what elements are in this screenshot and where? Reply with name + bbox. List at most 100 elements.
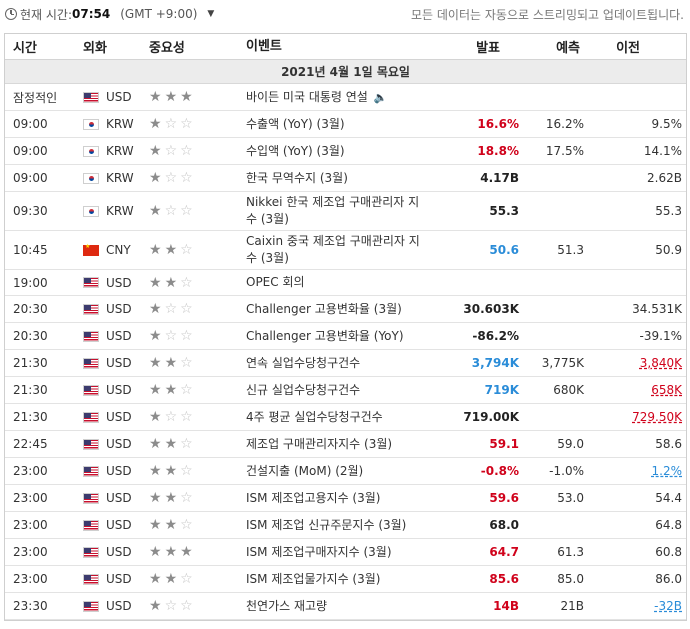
event-actual: -0.8% — [480, 464, 519, 478]
star-icon: ★ — [149, 409, 162, 425]
event-time: 23:00 — [13, 545, 48, 559]
table-row[interactable]: 23:00 USD ★ ★ ★ ISM 제조업구매자지수 (3월) 64.7 61.3 60.8 — [5, 539, 686, 566]
event-link[interactable]: Nikkei 한국 제조업 구매관리자 지수 (3월) — [246, 195, 420, 226]
event-previous: 34.531K — [586, 302, 686, 316]
header-previous: 이전 — [616, 41, 640, 56]
star-icon: ★ — [149, 89, 162, 105]
event-link[interactable]: OPEC 회의 — [246, 275, 305, 289]
table-row[interactable]: 19:00 USD ★ ★ ☆ OPEC 회의 — [5, 270, 686, 296]
table-row[interactable]: 22:45 USD ★ ★ ☆ 제조업 구매관리자지수 (3월) 59.1 59.0 58.6 — [5, 431, 686, 458]
star-icon: ☆ — [164, 143, 178, 159]
event-name: Challenger 고용변화율 (3월) — [234, 301, 427, 318]
flag-us-icon — [83, 91, 99, 103]
star-icon: ★ — [164, 544, 178, 560]
star-icon: ☆ — [180, 409, 193, 425]
table-row[interactable]: 20:30 USD ★ ☆ ☆ Challenger 고용변화율 (3월) 30.603K 3… — [5, 296, 686, 323]
event-actual: 719.00K — [463, 410, 519, 424]
currency-code: KRW — [106, 171, 134, 185]
event-link[interactable]: Challenger 고용변화율 (YoY) — [246, 328, 404, 343]
event-link[interactable]: ISM 제조업구매자지수 (3월) — [246, 544, 392, 559]
table-row[interactable]: 09:30 KRW ★ ☆ ☆ Nikkei 한국 제조업 구매관리자 지수 (3월) 55… — [5, 192, 686, 231]
event-link[interactable]: 수출액 (YoY) (3월) — [246, 116, 345, 131]
event-time: 20:30 — [13, 329, 48, 343]
table-row[interactable]: 23:30 USD ★ ☆ ☆ 천연가스 재고량 14B 21B -32B — [5, 593, 686, 620]
event-link[interactable]: ISM 제조업물가지수 (3월) — [246, 571, 381, 586]
header-importance: 중요성 — [149, 41, 185, 56]
economic-calendar-table: 시간 외화 중요성 이벤트 발표 예측 이전 2021년 4월 1일 목요일 잠… — [4, 33, 687, 621]
event-name: 4주 평균 실업수당청구건수 — [234, 409, 427, 426]
event-actual: 59.1 — [489, 437, 519, 451]
table-row[interactable]: 21:30 USD ★ ★ ☆ 연속 실업수당청구건수 3,794K 3,775K 3,840K — [5, 350, 686, 377]
timezone-selector[interactable]: 현재 시간: 07:54 (GMT +9:00) ▼ — [5, 6, 214, 23]
event-previous: -39.1% — [586, 329, 686, 343]
previous-value: 50.9 — [655, 243, 682, 257]
importance-stars: ★ ☆ ☆ — [139, 171, 234, 185]
event-link[interactable]: 바이든 미국 대통령 연설 — [246, 89, 368, 104]
event-link[interactable]: ISM 제조업고용지수 (3월) — [246, 490, 381, 505]
table-row[interactable]: 23:00 USD ★ ★ ☆ ISM 제조업 신규주문지수 (3월) 68.0 64.8 — [5, 512, 686, 539]
currency-code: USD — [106, 90, 132, 104]
event-previous: 60.8 — [586, 545, 686, 559]
event-name: 제조업 구매관리자지수 (3월) — [234, 436, 427, 453]
event-actual: 68.0 — [489, 518, 519, 532]
event-forecast: 51.3 — [557, 243, 584, 257]
event-link[interactable]: 연속 실업수당청구건수 — [246, 355, 361, 370]
star-icon: ☆ — [164, 301, 178, 317]
star-icon: ★ — [164, 89, 178, 105]
previous-value: 1.2% — [651, 464, 683, 478]
event-link[interactable]: 4주 평균 실업수당청구건수 — [246, 409, 383, 424]
event-currency: USD — [75, 356, 139, 370]
star-icon: ☆ — [164, 409, 178, 425]
star-icon: ☆ — [180, 203, 193, 219]
event-time: 21:30 — [13, 410, 48, 424]
table-row[interactable]: 20:30 USD ★ ☆ ☆ Challenger 고용변화율 (YoY) -86.2% -… — [5, 323, 686, 350]
flag-us-icon — [83, 330, 99, 342]
star-icon: ★ — [164, 355, 178, 371]
event-time: 23:00 — [13, 518, 48, 532]
previous-value: 64.8 — [655, 518, 682, 532]
flag-us-icon — [83, 519, 99, 531]
table-row[interactable]: 23:00 USD ★ ★ ☆ ISM 제조업고용지수 (3월) 59.6 53.0 54.4 — [5, 485, 686, 512]
previous-value: 14.1% — [643, 144, 682, 158]
table-row[interactable]: 09:00 KRW ★ ☆ ☆ 수입액 (YoY) (3월) 18.8% 17.5% 14.1% — [5, 138, 686, 165]
event-previous: 50.9 — [586, 243, 686, 257]
event-link[interactable]: Challenger 고용변화율 (3월) — [246, 301, 402, 316]
star-icon: ☆ — [164, 598, 178, 614]
table-row[interactable]: 21:30 USD ★ ★ ☆ 신규 실업수당청구건수 719K 680K 658K — [5, 377, 686, 404]
event-link[interactable]: 건설지출 (MoM) (2월) — [246, 463, 364, 478]
event-link[interactable]: 신규 실업수당청구건수 — [246, 382, 361, 397]
event-forecast: 16.2% — [545, 117, 584, 131]
table-row[interactable]: 21:30 USD ★ ☆ ☆ 4주 평균 실업수당청구건수 719.00K 729.50K — [5, 404, 686, 431]
event-name: 한국 무역수지 (3월) — [234, 170, 427, 187]
table-row[interactable]: 09:00 KRW ★ ☆ ☆ 수출액 (YoY) (3월) 16.6% 16.2% 9.5% — [5, 111, 686, 138]
event-previous: 54.4 — [586, 491, 686, 505]
event-link[interactable]: ISM 제조업 신규주문지수 (3월) — [246, 517, 407, 532]
event-link[interactable]: 제조업 구매관리자지수 (3월) — [246, 436, 393, 451]
event-time: 23:00 — [13, 491, 48, 505]
event-name: 건설지출 (MoM) (2월) — [234, 463, 427, 480]
chevron-down-icon[interactable]: ▼ — [207, 9, 215, 19]
table-row[interactable]: 23:00 USD ★ ★ ☆ 건설지출 (MoM) (2월) -0.8% -1.0% 1.2% — [5, 458, 686, 485]
event-forecast: 85.0 — [557, 572, 584, 586]
flag-kr-icon — [83, 172, 99, 184]
streaming-notice: 모든 데이터는 자동으로 스트리밍되고 업데이트됩니다. — [411, 7, 684, 22]
event-link[interactable]: 천연가스 재고량 — [246, 598, 328, 613]
event-name: Challenger 고용변화율 (YoY) — [234, 328, 427, 345]
table-row[interactable]: 잠정적인 USD ★ ★ ★ 바이든 미국 대통령 연설 🔈 — [5, 84, 686, 111]
event-link[interactable]: Caixin 중국 제조업 구매관리자 지수 (3월) — [246, 234, 420, 265]
star-icon: ☆ — [180, 382, 193, 398]
table-row[interactable]: 09:00 KRW ★ ☆ ☆ 한국 무역수지 (3월) 4.17B 2.62B — [5, 165, 686, 192]
event-link[interactable]: 한국 무역수지 (3월) — [246, 170, 348, 185]
event-currency: CNY — [75, 243, 139, 257]
event-time: 22:45 — [13, 437, 48, 451]
star-icon: ★ — [149, 242, 162, 258]
table-row[interactable]: 23:00 USD ★ ★ ☆ ISM 제조업물가지수 (3월) 85.6 85.0 86.0 — [5, 566, 686, 593]
star-icon: ☆ — [180, 463, 193, 479]
importance-stars: ★ ★ ☆ — [139, 491, 234, 505]
table-row[interactable]: 10:45CNY★★☆Caixin 중국 제조업 구매관리자 지수 (3월)50… — [5, 231, 686, 270]
previous-value: 34.531K — [632, 302, 682, 316]
currency-code: USD — [106, 383, 132, 397]
event-actual: 50.6 — [489, 243, 519, 257]
event-link[interactable]: 수입액 (YoY) (3월) — [246, 143, 345, 158]
event-currency: USD — [75, 599, 139, 613]
